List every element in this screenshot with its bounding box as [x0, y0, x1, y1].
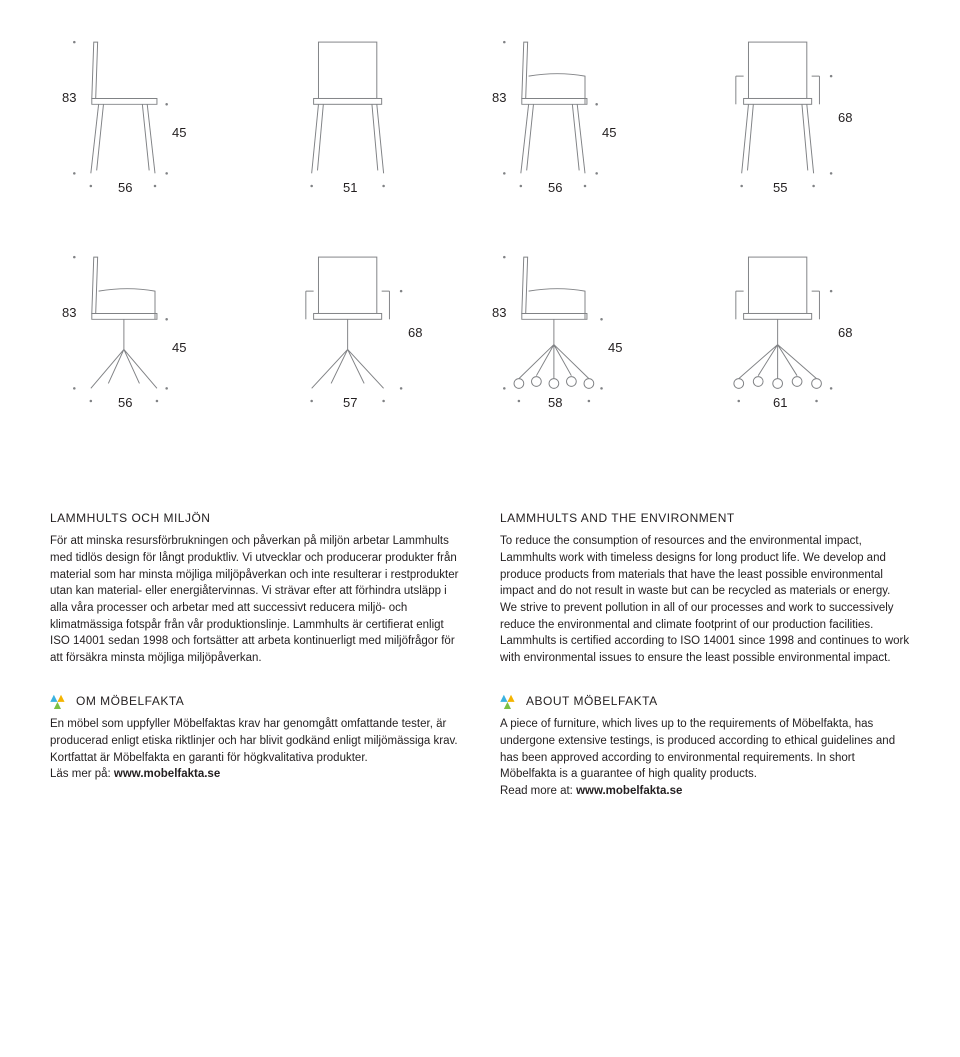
mobelfakta-section-sv: OM MÖBELFAKTA En möbel som uppfyller Möb…: [50, 693, 460, 783]
chair-diagram: 68 61: [695, 245, 870, 420]
mf-title-en: ABOUT MÖBELFAKTA: [526, 693, 658, 710]
mf-body-sv: En möbel som uppfyller Möbelfaktas krav …: [50, 716, 460, 766]
mf-title-sv: OM MÖBELFAKTA: [76, 693, 184, 710]
dim-arm: 68: [838, 325, 852, 340]
column-swedish: LAMMHULTS OCH MILJÖN För att minska resu…: [50, 510, 460, 826]
chair-diagram: 83 45 58: [480, 245, 655, 420]
env-section-en: LAMMHULTS AND THE ENVIRONMENT To reduce …: [500, 510, 910, 667]
env-title-sv: LAMMHULTS OCH MILJÖN: [50, 510, 460, 527]
column-english: LAMMHULTS AND THE ENVIRONMENT To reduce …: [500, 510, 910, 826]
dim-seat: 45: [172, 125, 186, 140]
mf-link-line-sv: Läs mer på: www.mobelfakta.se: [50, 766, 460, 783]
dim-width: 56: [118, 180, 132, 195]
diagram-area: 83 45 56 51: [50, 30, 910, 420]
dim-seat: 45: [172, 340, 186, 355]
dim-height: 83: [492, 305, 506, 320]
dim-arm: 68: [408, 325, 422, 340]
mf-link-prefix-sv: Läs mer på:: [50, 768, 114, 780]
mobelfakta-section-en: ABOUT MÖBELFAKTA A piece of furniture, w…: [500, 693, 910, 800]
mf-link-line-en: Read more at: www.mobelfakta.se: [500, 783, 910, 800]
diagram-row-2: 83 45 56 68: [50, 245, 910, 420]
env-section-sv: LAMMHULTS OCH MILJÖN För att minska resu…: [50, 510, 460, 667]
chair-diagram: 83 45 56: [480, 30, 655, 205]
chair-diagram: 51: [265, 30, 440, 205]
diagram-row-1: 83 45 56 51: [50, 30, 910, 205]
chair-diagram: 68 55: [695, 30, 870, 205]
dim-height: 83: [62, 305, 76, 320]
dim-width: 58: [548, 395, 562, 410]
chair-diagram: 83 45 56: [50, 245, 225, 420]
env-body-sv: För att minska resursförbrukningen och p…: [50, 533, 460, 666]
mf-body-en: A piece of furniture, which lives up to …: [500, 716, 910, 783]
mf-link-en: www.mobelfakta.se: [576, 785, 682, 797]
dim-height: 83: [492, 90, 506, 105]
chair-diagram: 68 57: [265, 245, 440, 420]
text-columns: LAMMHULTS OCH MILJÖN För att minska resu…: [50, 510, 910, 826]
dim-height: 83: [62, 90, 76, 105]
dim-depth: 57: [343, 395, 357, 410]
dim-depth: 61: [773, 395, 787, 410]
dim-width: 56: [118, 395, 132, 410]
mobelfakta-logo-icon: [50, 693, 72, 709]
chair-diagram: 83 45 56: [50, 30, 225, 205]
mf-link-prefix-en: Read more at:: [500, 785, 576, 797]
dim-arm: 68: [838, 110, 852, 125]
dim-seat: 45: [608, 340, 622, 355]
dim-depth: 55: [773, 180, 787, 195]
env-body-en: To reduce the consumption of resources a…: [500, 533, 910, 666]
dim-seat: 45: [602, 125, 616, 140]
env-title-en: LAMMHULTS AND THE ENVIRONMENT: [500, 510, 910, 527]
mf-link-sv: www.mobelfakta.se: [114, 768, 220, 780]
dim-width: 56: [548, 180, 562, 195]
mobelfakta-logo-icon: [500, 693, 522, 709]
dim-depth: 51: [343, 180, 357, 195]
